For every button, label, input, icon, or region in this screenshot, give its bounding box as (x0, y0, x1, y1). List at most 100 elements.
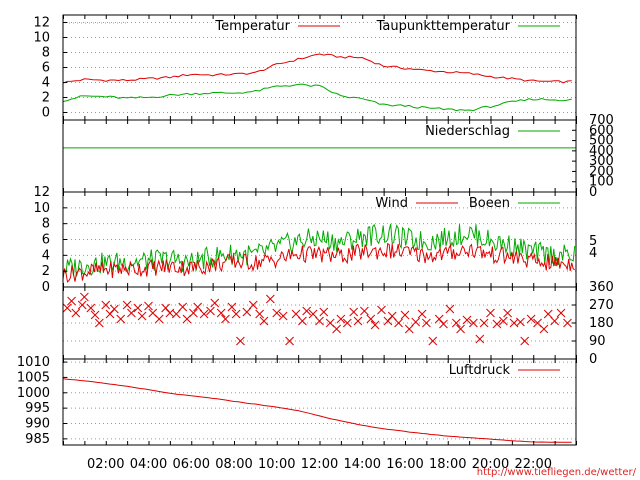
point-stroke (422, 318, 431, 328)
point-stroke (298, 316, 307, 326)
wind-direction-point (285, 336, 294, 346)
point-stroke (227, 302, 237, 312)
point-stroke (439, 319, 448, 329)
point-stroke (366, 314, 376, 324)
y-tick-label: 2 (42, 264, 50, 279)
wind-direction-point (543, 309, 553, 319)
series-line-wind (62, 242, 575, 283)
point-stroke (370, 320, 380, 330)
y-tick-label: 1010 (17, 355, 50, 370)
wind-direction-point (272, 308, 282, 318)
point-stroke (387, 311, 397, 321)
wind-direction-point (236, 336, 245, 346)
wind-direction-point (193, 302, 203, 312)
x-tick-label: 12:00 (301, 457, 338, 472)
wind-direction-point (302, 306, 312, 316)
wind-direction-point (265, 294, 275, 304)
x-tick-label: 06:00 (173, 457, 210, 472)
point-stroke (533, 318, 542, 328)
point-stroke (428, 336, 438, 346)
wind-direction-point (394, 318, 403, 328)
wind-direction-point (178, 302, 188, 312)
wind-direction-point (360, 306, 369, 316)
wind-direction-point (563, 318, 572, 328)
wind-direction-point (475, 334, 485, 344)
legend-label: Boeen (469, 196, 510, 211)
point-stroke (259, 316, 269, 326)
legend-layer: Temperatur Taupunkttemperatur Niederschlag… (214, 19, 560, 378)
wind-direction-point (109, 304, 119, 314)
point-stroke (94, 318, 104, 328)
point-stroke (332, 324, 341, 334)
wind-direction-point (227, 302, 237, 312)
y-tick-label: 6 (42, 233, 50, 248)
point-stroke (383, 316, 393, 326)
point-stroke (336, 314, 346, 324)
wind-direction-point (248, 300, 258, 310)
point-stroke (400, 310, 410, 320)
wind-direction-point (366, 314, 376, 324)
legend-label: Luftdruck (449, 363, 511, 378)
wind-direction-point (319, 307, 329, 317)
point-stroke (255, 309, 265, 319)
wind-direction-point (242, 307, 252, 317)
point-stroke (308, 309, 318, 319)
wind-direction-point (206, 306, 215, 316)
y-tick-label-right: 0 (589, 185, 597, 200)
point-stroke (451, 318, 461, 328)
y-tick-label-right: 180 (589, 316, 614, 331)
legend-label: Taupunkttemperatur (376, 19, 511, 34)
wind-direction-point (231, 309, 241, 319)
x-tick-label: 02:00 (87, 457, 124, 472)
point-stroke (116, 314, 126, 324)
point-stroke (556, 308, 566, 318)
wind-direction-point (498, 316, 508, 326)
x-tick-label: 18:00 (429, 457, 466, 472)
point-stroke (509, 318, 519, 328)
y-tick-label: 0 (42, 280, 50, 295)
point-stroke (62, 303, 72, 313)
wind-direction-point (216, 308, 226, 318)
wind-direction-point (556, 308, 566, 318)
data-layer (62, 53, 576, 443)
point-stroke (101, 300, 111, 310)
credit-link[interactable]: http://www.tiefliegen.de/wetter/ (477, 467, 637, 478)
point-stroke (105, 309, 115, 319)
point-stroke (469, 318, 478, 328)
point-stroke (349, 307, 359, 317)
wind-direction-point (154, 314, 164, 324)
y-tick-label: 2 (42, 91, 50, 106)
wind-direction-point (298, 316, 307, 326)
wind-direction-point (492, 319, 502, 329)
wind-direction-point (462, 315, 472, 325)
wind-direction-point (503, 308, 512, 318)
wind-direction-point (86, 303, 96, 313)
y-tick-label-right: 360 (589, 280, 614, 295)
grid-layer (63, 22, 576, 440)
y-tick-label: 995 (25, 401, 50, 416)
point-stroke (122, 300, 132, 310)
wind-direction-point (105, 309, 115, 319)
wind-direction-point (550, 316, 559, 326)
wind-direction-point (137, 311, 147, 321)
wind-direction-point (116, 314, 126, 324)
y-tick-label: 985 (25, 432, 50, 447)
point-stroke (479, 318, 489, 328)
point-stroke (319, 307, 329, 317)
wind-direction-point (377, 305, 386, 315)
point-stroke (265, 294, 275, 304)
point-stroke (161, 303, 170, 313)
wind-direction-point (428, 336, 438, 346)
point-stroke (109, 304, 119, 314)
legend-label: Temperatur (214, 19, 290, 34)
y-tick-label-right: 600 (589, 123, 614, 138)
point-stroke (231, 309, 241, 319)
point-stroke (411, 317, 421, 327)
point-stroke (516, 317, 525, 327)
wind-direction-point (370, 320, 380, 330)
y-tick-label: 4 (42, 248, 50, 263)
wind-direction-point (469, 318, 478, 328)
wind-direction-point (342, 318, 352, 328)
point-stroke (178, 302, 188, 312)
point-stroke (291, 309, 301, 319)
